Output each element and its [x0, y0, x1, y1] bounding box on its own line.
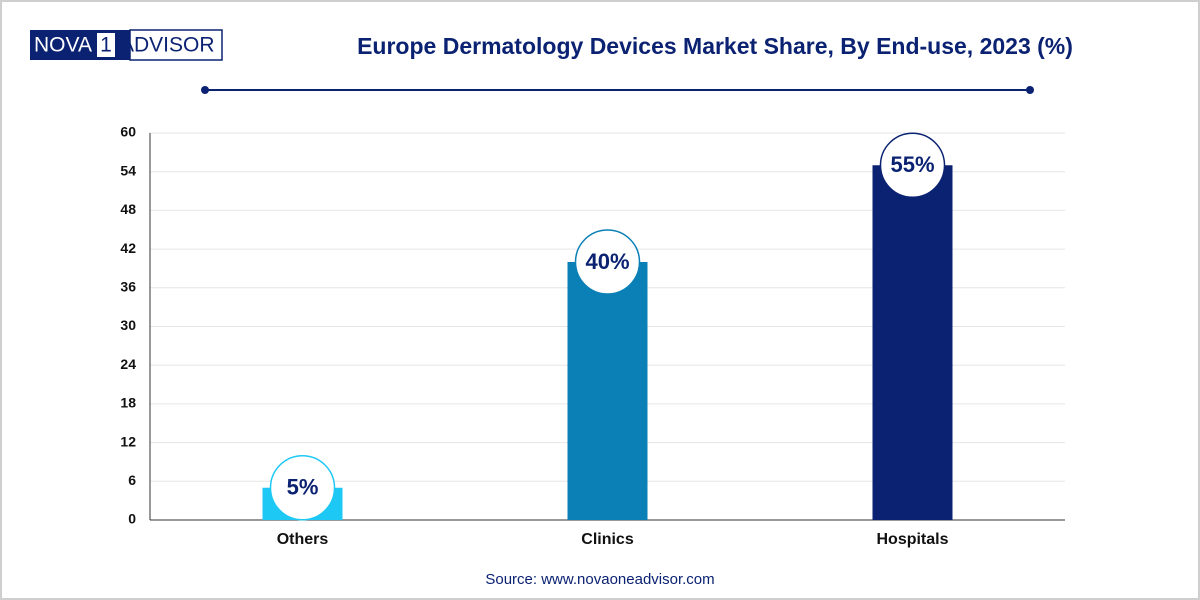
value-label: 55%	[890, 152, 934, 177]
source: Source: www.novaoneadvisor.com	[485, 571, 714, 588]
value-label-badge	[879, 132, 946, 198]
value-label-badge	[269, 455, 336, 521]
x-tick-label: Clinics	[581, 531, 634, 548]
y-tick-label: 42	[120, 240, 136, 256]
y-tick-label: 6	[128, 472, 136, 488]
logo-text: ADVISOR	[120, 34, 215, 57]
bar	[567, 262, 648, 520]
y-tick-label: 36	[120, 279, 136, 295]
y-tick-label: 18	[120, 395, 136, 411]
bar	[872, 165, 953, 520]
logo-text: 1	[100, 34, 112, 57]
y-tick-label: 60	[120, 124, 136, 140]
chart-title: Europe Dermatology Devices Market Share,…	[357, 33, 1073, 59]
y-tick-label: 54	[120, 162, 136, 178]
x-tick-label: Others	[277, 531, 329, 548]
y-tick-label: 0	[128, 511, 136, 527]
logo-text: NOVA	[34, 34, 92, 57]
value-label: 40%	[585, 249, 629, 274]
title-rule-dot	[1026, 86, 1034, 94]
value-label: 5%	[287, 475, 319, 500]
y-tick-label: 12	[120, 433, 136, 449]
y-tick-label: 24	[120, 356, 136, 372]
value-label-badge	[574, 229, 641, 295]
x-tick-label: Hospitals	[876, 531, 948, 548]
y-tick-label: 48	[120, 201, 136, 217]
y-tick-label: 30	[120, 317, 136, 333]
logo-box-right	[129, 29, 223, 61]
title-rule-dot	[201, 86, 209, 94]
logo-digit-box	[97, 33, 115, 57]
